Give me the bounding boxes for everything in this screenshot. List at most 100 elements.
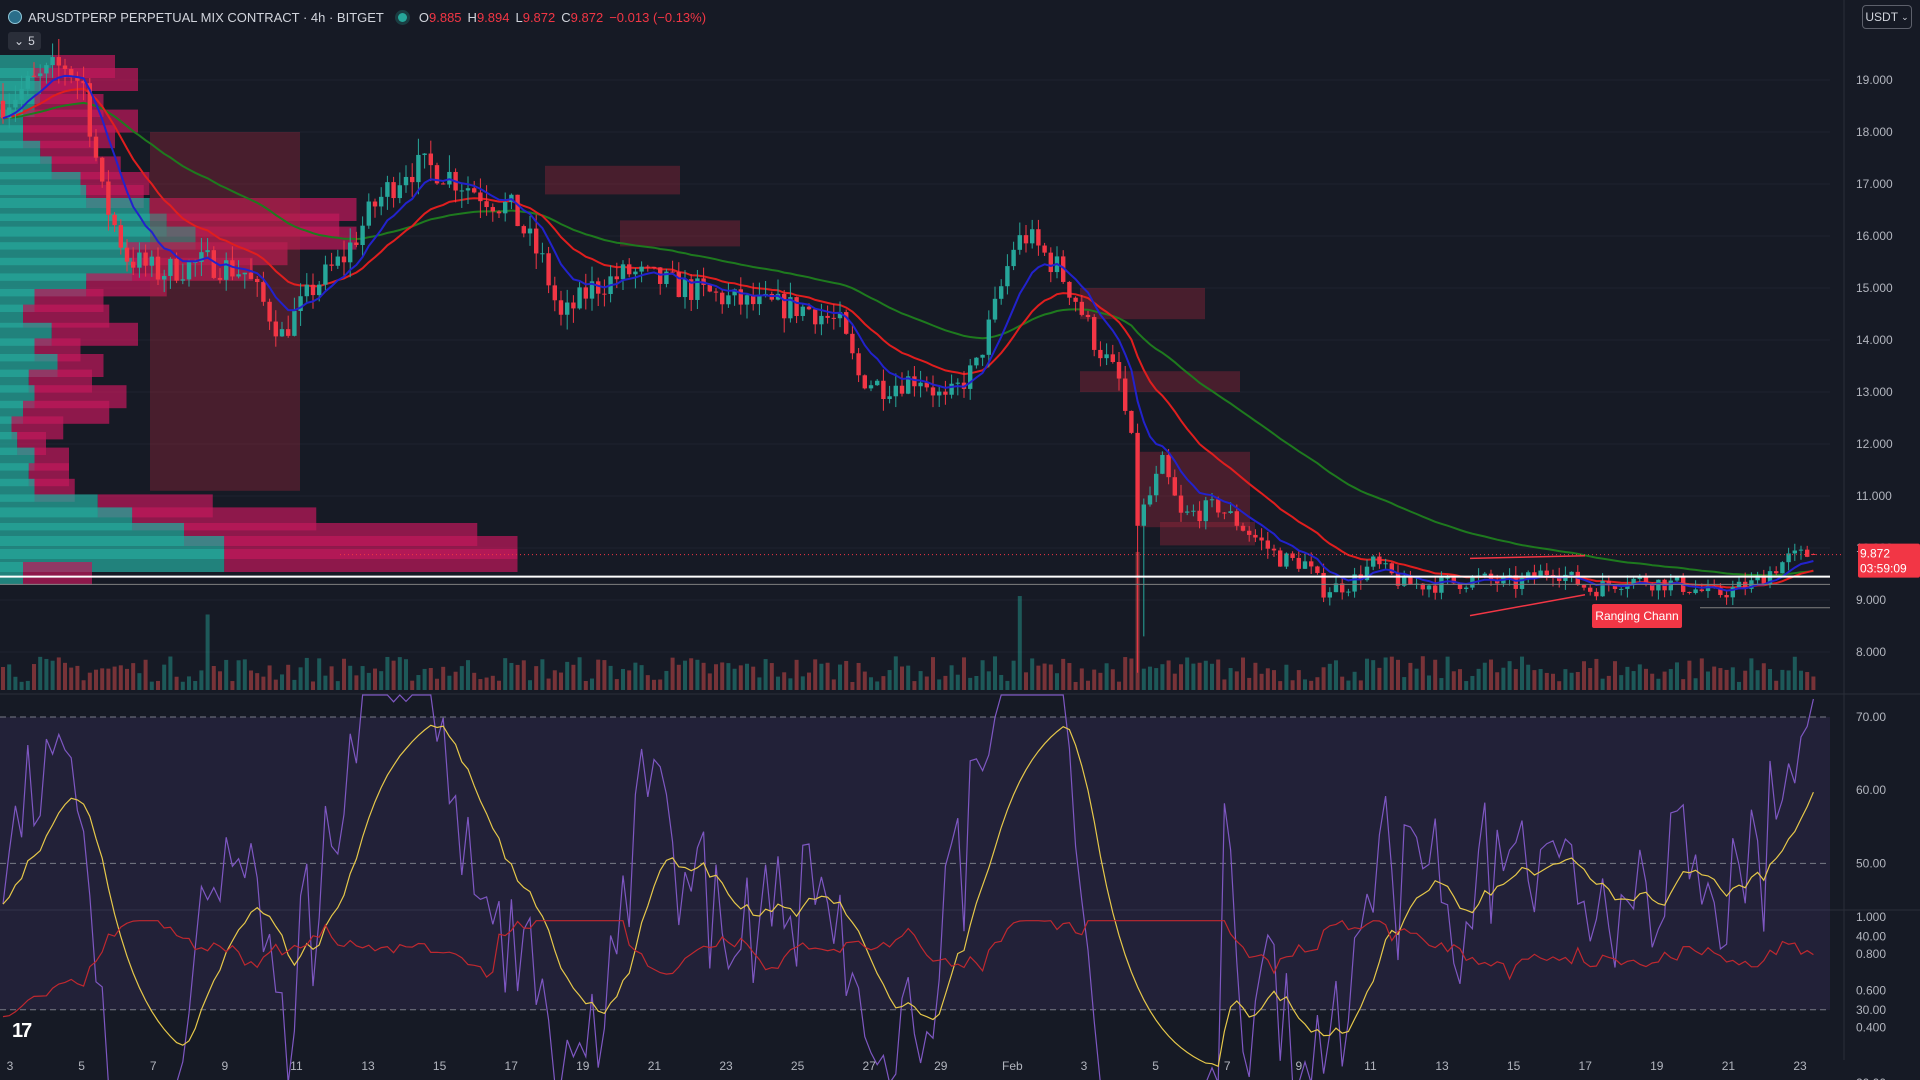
candle	[1687, 591, 1692, 595]
market-status-icon[interactable]	[397, 12, 407, 22]
candle	[1389, 562, 1394, 575]
volume-bar	[1631, 671, 1636, 690]
candle	[1116, 351, 1122, 391]
candle	[837, 301, 843, 328]
candle-body	[949, 383, 954, 395]
candle-body	[565, 302, 570, 315]
candle-body	[1619, 588, 1624, 590]
volume-bar	[1389, 656, 1394, 690]
candle-body	[1743, 581, 1748, 589]
candle-body	[974, 357, 979, 366]
currency-button[interactable]: USDT ⌄	[1862, 5, 1912, 29]
candle	[453, 168, 458, 203]
candle	[1092, 314, 1097, 357]
rsi-tick-label: 20.00	[1856, 1076, 1886, 1080]
candle	[1302, 553, 1308, 569]
volume-bar	[856, 662, 861, 690]
volume-bar	[1693, 678, 1698, 690]
candle-body	[1495, 580, 1500, 584]
volume-bar	[838, 664, 842, 690]
time-tick-label: 11	[1364, 1059, 1377, 1073]
volume-bar	[1650, 673, 1655, 690]
candle	[459, 182, 464, 208]
candle-body	[596, 281, 601, 294]
candle-body	[1650, 584, 1655, 591]
volume-bar	[1036, 665, 1041, 690]
volume-bar	[1284, 664, 1289, 690]
volume-bar	[794, 659, 799, 690]
volume-bar	[999, 674, 1004, 690]
volume-bar	[800, 676, 805, 690]
candle-body	[1718, 587, 1723, 596]
candle	[713, 288, 719, 302]
candle	[304, 273, 309, 303]
candle-body	[1637, 576, 1642, 579]
volume-bar	[1402, 677, 1407, 690]
candle	[906, 370, 911, 395]
tradingview-logo-icon[interactable]: 17	[12, 1020, 32, 1042]
time-tick-label: 11	[290, 1059, 303, 1073]
candle-body	[1309, 561, 1314, 567]
candle-body	[434, 165, 440, 184]
candle	[106, 170, 111, 231]
candle-body	[1085, 314, 1091, 318]
candle-body	[496, 211, 502, 214]
candle-body	[515, 194, 520, 227]
time-tick-label: 9	[1295, 1059, 1302, 1073]
candle	[856, 347, 861, 383]
candle	[937, 384, 942, 407]
volume-bar	[180, 681, 185, 690]
candle-body	[1798, 549, 1804, 551]
candle-body	[155, 256, 161, 280]
candle-body	[1656, 579, 1661, 591]
candle-body	[1048, 252, 1053, 273]
candle	[1656, 579, 1661, 600]
candle	[1178, 484, 1184, 522]
candle	[1495, 574, 1500, 592]
volume-bar	[1371, 660, 1376, 690]
candle	[186, 259, 192, 287]
candle	[558, 290, 564, 326]
candle-body	[986, 319, 991, 355]
candle	[428, 140, 433, 182]
volume-bar	[1675, 662, 1679, 690]
volume-bar	[174, 676, 179, 690]
candle-body	[1408, 575, 1413, 585]
volume-bar	[118, 665, 123, 690]
open-label: O	[418, 9, 429, 25]
volume-bar	[955, 674, 960, 690]
candle-body	[664, 271, 669, 284]
candle-body	[912, 376, 917, 387]
candle-body	[217, 277, 223, 280]
indicators-collapse-button[interactable]: ⌄ 5	[8, 32, 41, 50]
candle	[1265, 531, 1270, 559]
candle	[447, 155, 452, 188]
candle-body	[1544, 570, 1549, 576]
candle	[1017, 222, 1022, 255]
candle-body	[255, 278, 260, 283]
candle-body	[1321, 572, 1326, 598]
price-tick-label: 11.000	[1856, 489, 1892, 503]
volume-profile-sell-bar	[23, 304, 110, 328]
symbol-title[interactable]: ARUSDTPERP PERPETUAL MIX CONTRACT · 4h ·…	[28, 9, 384, 25]
volume-bar	[645, 675, 650, 690]
volume-bar	[484, 677, 489, 690]
candle-body	[639, 266, 644, 272]
volume-bar	[1110, 669, 1115, 690]
candle	[131, 247, 136, 276]
candle-body	[69, 69, 74, 78]
volume-bar	[1526, 664, 1531, 690]
candle-body	[13, 99, 18, 108]
volume-bar	[577, 657, 582, 690]
rsi-tick-label: 30.00	[1856, 1003, 1886, 1017]
candle-body	[0, 100, 6, 119]
candle-body	[1079, 301, 1084, 315]
candle-body	[1154, 473, 1159, 496]
candle-body	[397, 185, 402, 199]
candle	[968, 358, 973, 400]
volume-bar	[441, 666, 446, 690]
candle	[397, 172, 402, 204]
candle-body	[44, 65, 49, 74]
